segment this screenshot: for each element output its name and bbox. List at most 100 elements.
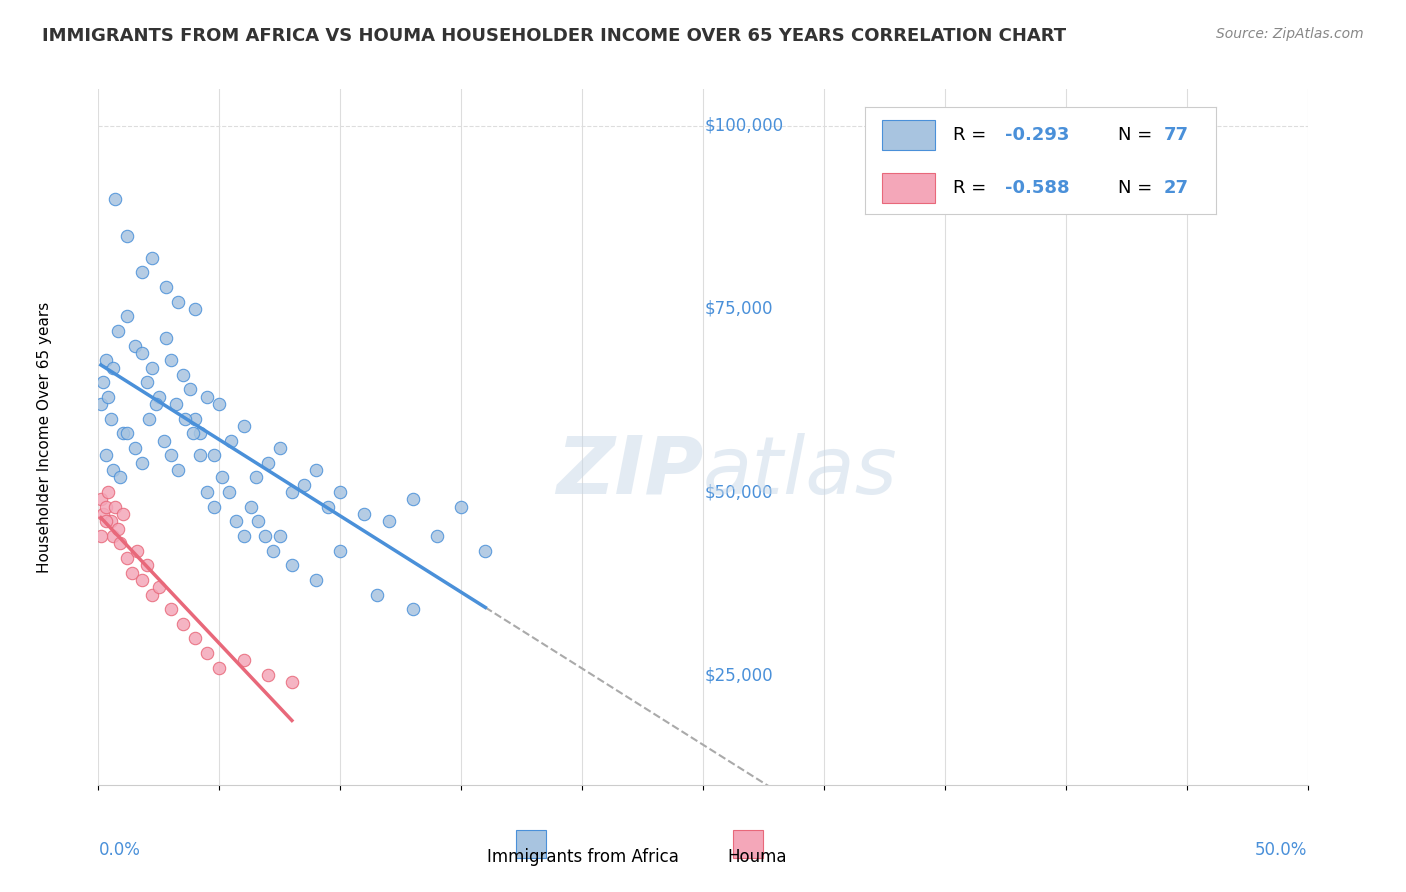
Point	[155, 280, 177, 294]
Point	[141, 251, 163, 265]
Point	[269, 441, 291, 455]
Point	[256, 456, 278, 470]
Point	[225, 514, 247, 528]
Point	[232, 653, 254, 667]
Text: Immigrants from Africa: Immigrants from Africa	[486, 847, 679, 865]
Point	[165, 397, 187, 411]
Point	[188, 449, 211, 463]
Text: -0.293: -0.293	[1005, 126, 1070, 144]
Point	[184, 411, 207, 425]
Text: $50,000: $50,000	[704, 483, 773, 501]
Point	[281, 675, 304, 690]
Point	[100, 411, 122, 425]
Point	[104, 500, 127, 514]
Point	[366, 588, 388, 602]
Point	[124, 338, 146, 352]
Point	[127, 543, 149, 558]
Point	[117, 310, 139, 324]
Text: N =: N =	[1118, 179, 1157, 197]
Point	[269, 529, 291, 543]
Text: $75,000: $75,000	[704, 300, 773, 318]
Point	[305, 573, 328, 587]
Point	[402, 602, 425, 616]
Point	[208, 397, 231, 411]
Text: ZIP: ZIP	[555, 433, 703, 511]
Text: $25,000: $25,000	[704, 666, 773, 684]
Point	[160, 602, 183, 616]
Point	[101, 463, 124, 477]
Text: N =: N =	[1118, 126, 1157, 144]
Point	[111, 507, 134, 521]
Point	[377, 514, 399, 528]
Point	[221, 434, 243, 448]
Point	[148, 580, 170, 594]
Point	[117, 426, 139, 441]
Text: -0.588: -0.588	[1005, 179, 1070, 197]
Point	[135, 558, 157, 573]
Bar	[883, 120, 935, 150]
Point	[474, 543, 496, 558]
Text: 0.0%: 0.0%	[98, 840, 141, 859]
Point	[426, 529, 449, 543]
Point	[179, 383, 201, 397]
Point	[184, 632, 207, 646]
Point	[145, 397, 167, 411]
Point	[101, 529, 124, 543]
Point	[152, 434, 174, 448]
Point	[450, 500, 472, 514]
Point	[218, 485, 240, 500]
Point	[107, 522, 129, 536]
Text: R =: R =	[953, 126, 991, 144]
Point	[97, 390, 120, 404]
Point	[281, 558, 304, 573]
Point	[188, 426, 211, 441]
Point	[172, 616, 194, 631]
Point	[100, 514, 122, 528]
Point	[232, 529, 254, 543]
Point	[160, 353, 183, 368]
Point	[101, 360, 124, 375]
Point	[117, 550, 139, 565]
Point	[117, 228, 139, 243]
Point	[184, 301, 207, 316]
Point	[239, 500, 262, 514]
Point	[138, 411, 160, 425]
Point	[135, 375, 157, 389]
Point	[148, 390, 170, 404]
Point	[124, 441, 146, 455]
Point	[97, 485, 120, 500]
Point	[204, 449, 226, 463]
Point	[195, 485, 218, 500]
Point	[316, 500, 339, 514]
Point	[254, 529, 277, 543]
Point	[329, 485, 352, 500]
Text: Householder Income Over 65 years: Householder Income Over 65 years	[37, 301, 52, 573]
Point	[94, 500, 117, 514]
Text: $100,000: $100,000	[704, 117, 783, 135]
Point	[111, 426, 134, 441]
Point	[90, 397, 112, 411]
Point	[262, 543, 284, 558]
Point	[91, 375, 114, 389]
Point	[211, 470, 233, 484]
Bar	[883, 173, 935, 203]
Text: Houma: Houma	[727, 847, 787, 865]
Point	[174, 411, 197, 425]
Point	[208, 661, 231, 675]
FancyBboxPatch shape	[516, 830, 546, 858]
Point	[121, 566, 143, 580]
Point	[204, 500, 226, 514]
Point	[167, 463, 190, 477]
Point	[245, 470, 267, 484]
Point	[292, 477, 315, 491]
Point	[247, 514, 270, 528]
Point	[160, 449, 183, 463]
Text: Source: ZipAtlas.com: Source: ZipAtlas.com	[1216, 27, 1364, 41]
Text: IMMIGRANTS FROM AFRICA VS HOUMA HOUSEHOLDER INCOME OVER 65 YEARS CORRELATION CHA: IMMIGRANTS FROM AFRICA VS HOUMA HOUSEHOL…	[42, 27, 1066, 45]
Point	[195, 646, 218, 660]
Text: 27: 27	[1164, 179, 1188, 197]
Point	[181, 426, 204, 441]
Text: atlas: atlas	[703, 433, 898, 511]
Text: 77: 77	[1164, 126, 1188, 144]
Point	[402, 492, 425, 507]
